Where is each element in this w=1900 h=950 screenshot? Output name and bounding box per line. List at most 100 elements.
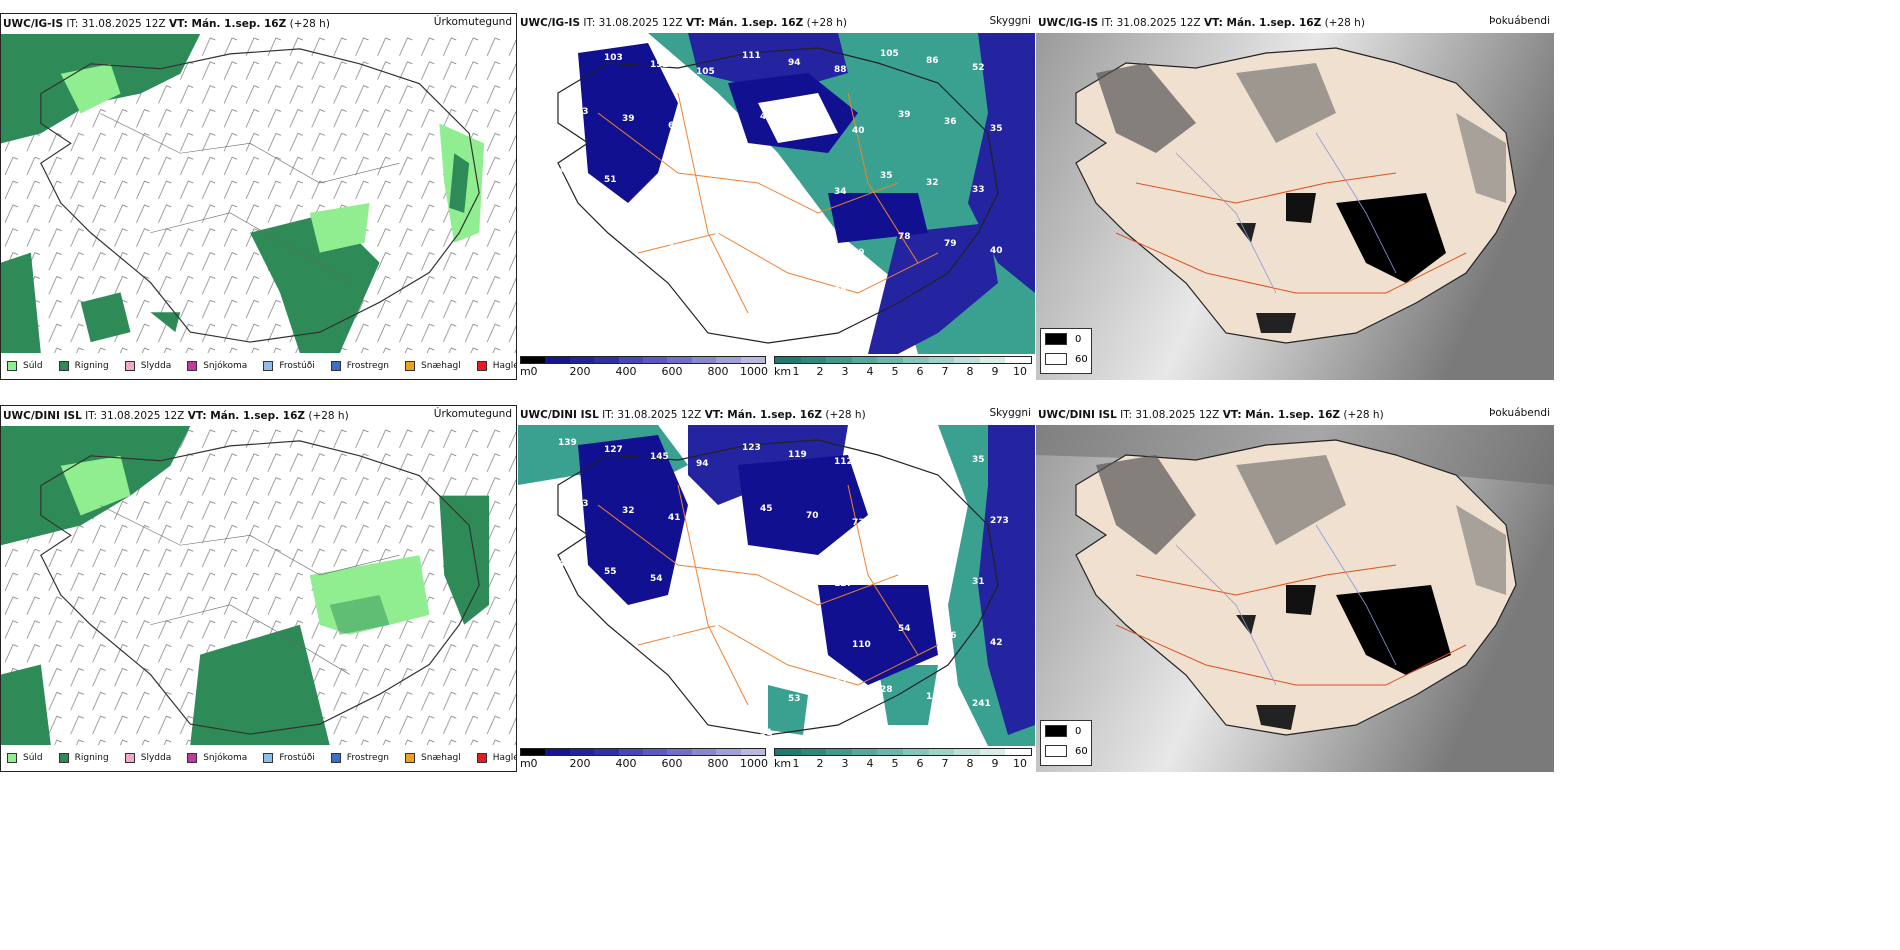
legend-label: Haglél (492, 753, 516, 763)
valid-time: VT: Mán. 1.sep. 16Z (1222, 409, 1340, 421)
ceiling-tick: 1000 (740, 365, 768, 378)
precip-map (1, 426, 516, 745)
panel-title: Úrkomutegund (433, 16, 512, 28)
visibility-colorbar-strip (774, 748, 1032, 756)
valid-time: VT: Mán. 1.sep. 16Z (685, 17, 804, 29)
cloud-base-label: 55 (788, 180, 801, 190)
precip-legend: Súld Rigning Slydda Snjókoma Frostúði Fr… (1, 353, 516, 379)
legend-item: Súld (7, 753, 43, 763)
cloud-base-label: 33 (972, 185, 985, 195)
cloud-base-label: 45 (760, 504, 773, 514)
cloud-base-label: 62 (742, 173, 755, 183)
fog-map (1036, 425, 1554, 772)
cloud-base-label: 55 (604, 567, 617, 577)
lead-time: (+28 h) (1343, 409, 1384, 421)
swatch (1045, 725, 1067, 737)
cloud-base-label: 51 (558, 560, 571, 570)
cloud-base-label: 83 (558, 46, 571, 56)
valid-time: VT: Mán. 1.sep. 16Z (187, 410, 305, 422)
ceiling-tick: 0 (530, 757, 538, 770)
legend-label: Rigning (74, 753, 109, 763)
legend-label: Rigning (74, 361, 109, 371)
legend-item: Haglél (476, 361, 516, 371)
visibility-tick: 2 (816, 365, 824, 378)
swatch (405, 361, 416, 371)
legend-item: Súld (7, 361, 43, 371)
ceiling-tick: 800 (707, 757, 729, 770)
legend-item: Slydda (124, 753, 171, 763)
cloud-base-label: 52 (622, 628, 635, 638)
cloud-base-label: 39 (622, 114, 635, 124)
cloud-base-label: 45 (668, 635, 681, 645)
init-time: IT: 31.08.2025 12Z (583, 17, 683, 29)
cloud-base-label: 36 (788, 572, 801, 582)
legend-item: Rigning (58, 361, 109, 371)
cloud-base-label: 127 (604, 445, 623, 455)
model-name: UWC/IG-IS (520, 17, 581, 29)
fog-legend-label: 60 (1075, 745, 1088, 757)
visibility-tick: 6 (916, 757, 924, 770)
visibility-tick: 10 (1013, 365, 1027, 378)
iceland-outline (557, 47, 999, 344)
legend-item: Haglél (476, 753, 516, 763)
cloud-base-label: 105 (880, 49, 899, 59)
cloud-base-label: 48 (650, 304, 663, 314)
visibility-tick: 4 (866, 365, 874, 378)
lead-time: (+28 h) (825, 409, 866, 421)
fog-legend-row: 60 (1041, 741, 1091, 761)
visibility-tick: 8 (966, 757, 974, 770)
cloud-base-label: 31 (604, 297, 617, 307)
fog-legend-row: 0 (1041, 329, 1091, 349)
valid-time: VT: Mán. 1.sep. 16Z (1203, 17, 1322, 29)
cloud-base-label: 139 (558, 438, 577, 448)
legend-label: Snæhagl (421, 361, 461, 371)
cloud-base-label: 76 (650, 182, 663, 192)
cloud-base-label: 50 (714, 619, 727, 629)
ceiling-tick: 400 (615, 365, 637, 378)
cloud-base-label: 241 (972, 699, 991, 709)
visibility-tick: 8 (966, 365, 974, 378)
init-time: IT: 31.08.2025 12Z (66, 18, 166, 30)
cloud-base-label: 56 (834, 286, 847, 296)
legend-item: Snæhagl (405, 361, 461, 371)
visibility-colorbar: km 1 2 3 4 5 6 7 8 9 10 (774, 748, 1032, 770)
cloud-base-label: 40 (742, 565, 755, 575)
ceiling-colorbar-strip (520, 748, 766, 756)
cloud-base-label: 70 (806, 511, 819, 521)
cloud-base-label: 53 (576, 107, 589, 117)
fog-legend-label: 0 (1075, 725, 1082, 737)
ceiling-tick: 800 (707, 365, 729, 378)
swatch (7, 753, 17, 763)
visibility-unit: km (774, 365, 792, 378)
cloud-base-label: 41 (668, 513, 681, 523)
cloud-base-label: 71 (558, 168, 571, 178)
cloud-base-label: 44 (714, 728, 727, 738)
fog-legend-label: 60 (1075, 353, 1088, 365)
model-name: UWC/DINI ISL (1038, 409, 1117, 421)
cloud-base-label: 105 (696, 67, 715, 77)
panel-title: Þokuábendi (1489, 407, 1550, 419)
ceiling-tick: 600 (661, 757, 683, 770)
visibility-tick: 9 (991, 365, 999, 378)
cloud-base-label: 57 (788, 302, 801, 312)
cloud-base-label: 33 (576, 621, 589, 631)
cloud-base-label: 152 (650, 60, 669, 70)
swatch (124, 361, 135, 371)
legend-label: Frostregn (346, 361, 390, 371)
cloud-base-label: 51 (604, 175, 617, 185)
swatch (1045, 353, 1067, 365)
swatch (263, 753, 274, 763)
cloud-base-label: 32 (622, 506, 635, 516)
ceiling-unit: m (520, 757, 531, 770)
cloud-base-label: 43 (714, 128, 727, 138)
cloud-base-label: 220 (668, 728, 687, 738)
cloud-base-label: 231 (576, 728, 595, 738)
cloud-base-label: 94 (788, 58, 801, 68)
iceland-outline (40, 440, 480, 735)
legend-item: Snjókoma (187, 361, 247, 371)
visibility-tick: 5 (891, 365, 899, 378)
cloud-base-label: 129 (944, 509, 963, 519)
cloud-base-label: 48 (714, 520, 727, 530)
model-name: UWC/DINI ISL (520, 409, 599, 421)
panel-title: Þokuábendi (1489, 15, 1550, 27)
